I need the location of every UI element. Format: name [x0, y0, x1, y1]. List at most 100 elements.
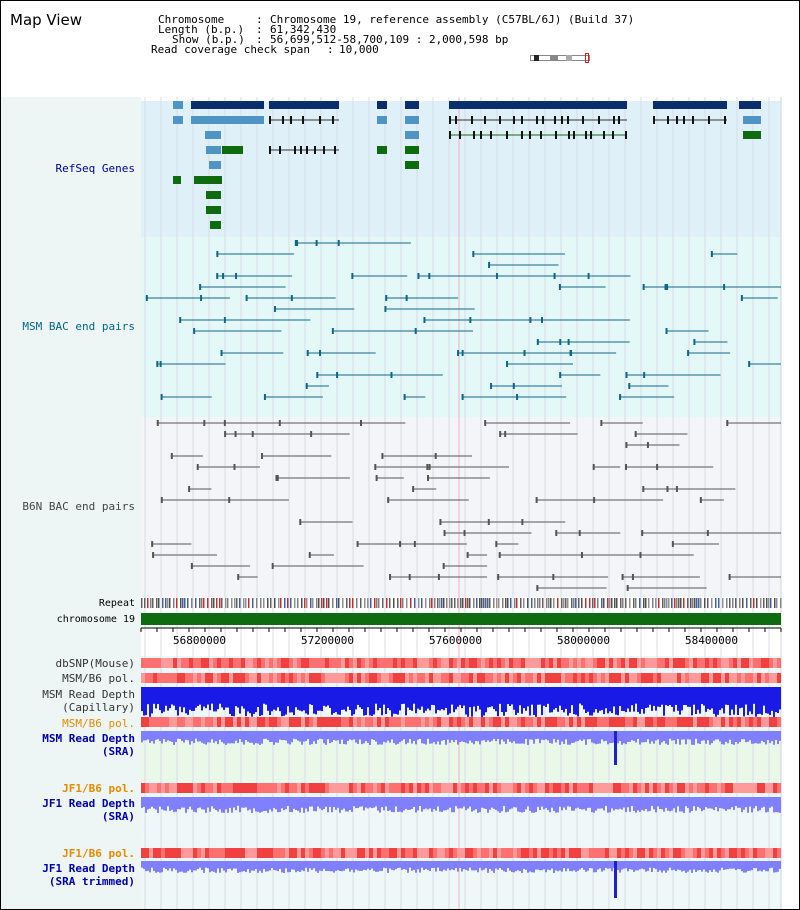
pol-strip-cell [361, 717, 365, 727]
read-depth-bar [673, 861, 675, 870]
pol-strip-cell [545, 783, 549, 793]
read-depth-bar [767, 687, 769, 714]
read-depth-bar [299, 731, 301, 742]
read-depth-bar [221, 861, 223, 869]
read-depth-bar [377, 797, 379, 811]
pol-strip-cell [409, 717, 413, 727]
read-depth-bar [743, 797, 745, 810]
read-depth-bar [725, 687, 727, 705]
read-depth-bar [335, 861, 337, 871]
read-depth-bar [333, 731, 335, 741]
repeat-feature [169, 598, 171, 608]
bac-end-mark [529, 317, 532, 323]
bac-end-mark [693, 339, 696, 345]
read-depth-bar [511, 861, 513, 872]
pol-strip-cell [161, 658, 165, 668]
repeat-feature [162, 598, 164, 608]
read-depth-bar [541, 797, 543, 807]
read-depth-bar [399, 731, 401, 743]
pol-strip-cell [657, 658, 661, 668]
read-depth-bar [235, 797, 237, 811]
repeat-feature [548, 598, 550, 608]
read-depth-bar [333, 687, 335, 713]
bac-end-mark [179, 317, 182, 323]
pol-strip-cell [309, 658, 313, 668]
pol-strip-cell [381, 848, 385, 858]
repeat-feature [696, 598, 698, 608]
pol-strip-cell [349, 848, 353, 858]
read-depth-bar [577, 731, 579, 742]
read-depth-bar [279, 861, 281, 869]
pol-strip-cell [589, 783, 593, 793]
read-depth-bar [331, 861, 333, 872]
pol-strip-cell [649, 658, 653, 668]
gene-exon [554, 116, 556, 124]
read-depth-bar [713, 687, 715, 714]
read-depth-bar [143, 861, 145, 869]
read-depth-bar [545, 731, 547, 740]
pol-strip-cell [661, 848, 665, 858]
pol-strip-cell [741, 673, 745, 683]
read-depth-bar [695, 687, 697, 715]
read-depth-bar [383, 687, 385, 705]
read-depth-bar [639, 797, 641, 812]
chromosome-ideogram[interactable] [530, 53, 592, 63]
gene-exon [529, 131, 531, 139]
read-depth-bar [513, 797, 515, 808]
read-depth-bar [303, 797, 305, 813]
read-depth-bar [177, 731, 179, 739]
read-depth-bar [407, 797, 409, 810]
read-depth-bar [755, 797, 757, 807]
bac-end-mark [634, 431, 637, 437]
bac-end-mark [417, 273, 420, 279]
read-depth-bar [187, 687, 189, 715]
bac-end-mark [665, 328, 668, 334]
repeat-feature [400, 598, 402, 608]
read-depth-bar [153, 861, 155, 871]
read-depth-bar [463, 861, 465, 870]
read-depth-bar [683, 687, 685, 705]
pol-strip-cell [693, 673, 697, 683]
pol-strip-cell [769, 783, 773, 793]
read-depth-bar [679, 687, 681, 715]
repeat-feature [707, 598, 709, 608]
read-depth-bar [405, 861, 407, 870]
read-depth-bar [259, 861, 261, 871]
repeat-feature [338, 598, 340, 608]
read-depth-bar [331, 687, 333, 715]
read-depth-bar [521, 687, 523, 714]
read-depth-bar [311, 731, 313, 745]
read-depth-bar [207, 687, 209, 705]
read-depth-bar [155, 861, 157, 873]
pol-strip-cell [497, 673, 501, 683]
read-depth-bar [543, 797, 545, 810]
read-depth-bar [663, 687, 665, 716]
read-depth-bar [579, 797, 581, 809]
read-depth-bar [707, 687, 709, 709]
pol-strip-cell [561, 658, 565, 668]
repeat-feature [760, 598, 762, 608]
pol-strip-cell [317, 658, 321, 668]
read-depth-bar [211, 731, 213, 740]
pol-strip-cell [633, 658, 637, 668]
read-depth-bar [419, 687, 421, 710]
read-depth-bar [307, 731, 309, 740]
pol-strip-cell [525, 673, 529, 683]
repeat-feature [756, 598, 758, 608]
read-depth-bar [669, 731, 671, 739]
read-depth-bar [329, 861, 331, 872]
pol-strip-cell [513, 717, 517, 727]
read-depth-bar [421, 687, 423, 707]
gene-feature [405, 131, 419, 139]
read-depth-bar [419, 797, 421, 807]
repeat-feature [483, 598, 485, 608]
read-depth-bar [747, 687, 749, 716]
pol-strip-cell [229, 783, 233, 793]
read-depth-bar [591, 797, 593, 813]
read-depth-bar [307, 687, 309, 715]
pol-strip-cell [257, 783, 261, 793]
pol-strip-cell [517, 658, 521, 668]
pol-strip-cell [261, 783, 265, 793]
pol-strip-cell [605, 783, 609, 793]
